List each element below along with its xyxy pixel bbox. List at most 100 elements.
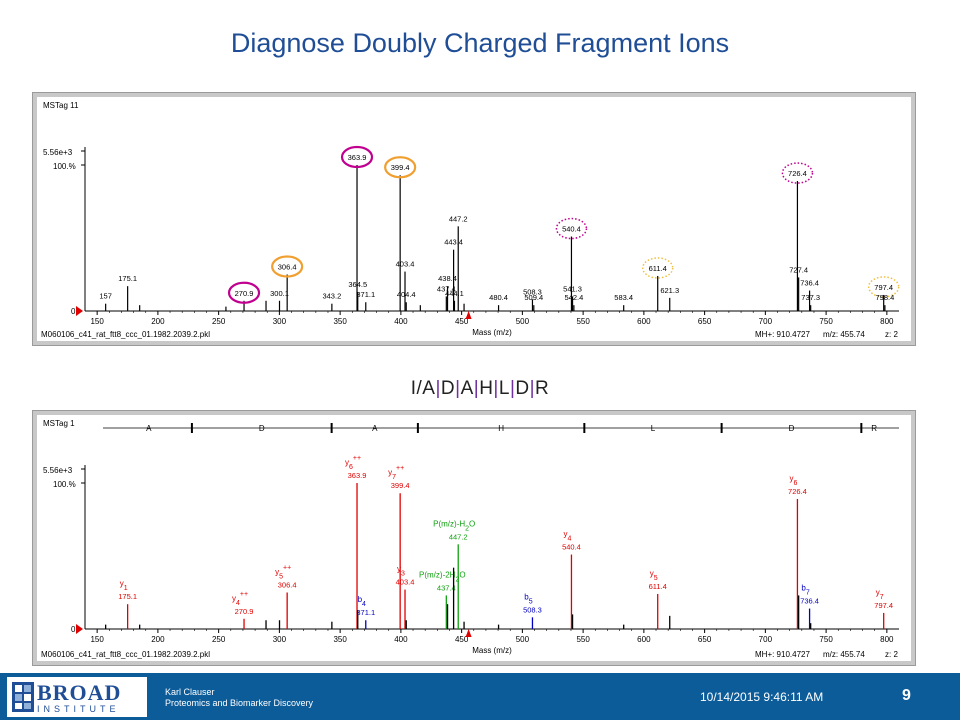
sequence-residue: R [535, 378, 550, 399]
peak-label: 727.4 [789, 265, 808, 274]
x-tick-label: 400 [394, 317, 408, 326]
x-tick-label: 200 [151, 317, 165, 326]
x-tick-label: 700 [759, 317, 773, 326]
sequence-separator: | [435, 378, 441, 399]
spectrum-panel-top: MSTag 11 5.56e+3 100.% 0 150 200 250 300 350 400 4… [32, 92, 916, 346]
mh-label: MH+: 910.4727 [755, 650, 810, 659]
peak-label: 306.4 [278, 263, 297, 272]
fragment-mass-label: 403.4 [396, 578, 415, 587]
x-tick-label: 500 [516, 317, 530, 326]
peak-label: 399.4 [391, 163, 410, 172]
ion-type: y [345, 458, 349, 467]
peak-label: 726.4 [788, 169, 807, 178]
peak-label: 443.4 [444, 238, 463, 247]
peak-label: 542.4 [564, 293, 583, 302]
slide-footer: BROAD INSTITUTE Karl Clauser Proteomics … [0, 673, 960, 720]
ion-index: 4 [362, 601, 366, 608]
fragment-ion-label: b4 [358, 595, 366, 608]
fragment-mass-label: 726.4 [788, 487, 807, 496]
fragment-ion-label: y6 [789, 474, 797, 487]
ion-index: 4 [568, 536, 572, 543]
ion-charge: ++ [283, 565, 291, 572]
peak-label: 300.1 [270, 289, 289, 298]
ion-type: y [232, 594, 236, 603]
fragment-ion-label: b5 [524, 592, 532, 605]
ion-type: y [120, 579, 124, 588]
mh-label: MH+: 910.4727 [755, 330, 810, 339]
fragment-ion-label: y7++ [388, 465, 404, 481]
peak-label: 364.5 [348, 280, 367, 289]
residue-label: A [372, 424, 378, 433]
fragment-ion-label: y1 [120, 579, 128, 592]
fragment-mass-label: 399.4 [391, 481, 410, 490]
x-tick-label: 300 [273, 317, 287, 326]
y-0-label: 0 [71, 307, 76, 316]
ion-type: y [275, 568, 279, 577]
panel-label: MSTag 1 [43, 419, 75, 428]
x-tick-label: 600 [637, 635, 651, 644]
x-axis-label: Mass (m/z) [472, 328, 512, 337]
peak-highlight-circle [555, 217, 588, 240]
fragment-mass-label: 797.4 [874, 601, 893, 610]
sequence-residue: A [460, 378, 474, 399]
fragment-mass-label: 306.4 [278, 581, 297, 590]
peak-label: 509.4 [524, 293, 543, 302]
fragment-ion-label: y5++ [275, 565, 291, 581]
file-label: M060106_c41_rat_ftt8_ccc_01.1982.2039.2.… [41, 330, 210, 339]
ion-type: y [564, 530, 568, 539]
x-tick-label: 500 [516, 635, 530, 644]
residue-label: A [146, 424, 152, 433]
x-tick-label: 400 [394, 635, 408, 644]
peak-label: 737.3 [801, 293, 820, 302]
sequence-residue: I/A [410, 378, 436, 399]
peak-highlight-circle [271, 255, 304, 278]
ion-type: y [388, 468, 392, 477]
sequence-separator: | [455, 378, 461, 399]
peak-highlight-circle [867, 276, 900, 298]
file-label: M060106_c41_rat_ftt8_ccc_01.1982.2039.2.… [41, 650, 210, 659]
x-tick-label: 650 [698, 635, 712, 644]
x-tick-label: 450 [455, 317, 469, 326]
logo-word: BROAD [37, 680, 122, 705]
x-tick-label: 350 [333, 635, 347, 644]
ion-charge: ++ [396, 465, 404, 472]
fragment-ion-label: P(m/z)-2H2O [419, 570, 466, 583]
peak-label: 270.9 [235, 289, 254, 298]
x-tick-label: 750 [819, 317, 833, 326]
ion-index: 7 [880, 594, 884, 601]
peak-highlight-circle [781, 162, 814, 184]
ion-type: b [801, 584, 806, 593]
residue-label: D [789, 424, 795, 433]
peak-highlight-circle [384, 156, 417, 179]
ion-type: P(m/z)-H [433, 519, 465, 528]
slide-title: Diagnose Doubly Charged Fragment Ions [230, 28, 730, 58]
zero-marker-icon [76, 624, 83, 634]
x-tick-label: 250 [212, 317, 226, 326]
fragment-ion-label: y4 [564, 530, 572, 543]
x-tick-label: 550 [576, 317, 590, 326]
author-block: Karl Clauser Proteomics and Biomarker Di… [165, 687, 313, 709]
page-number: 9 [902, 687, 911, 704]
fragment-ion-label: y6++ [345, 455, 361, 471]
residue-label: H [498, 424, 504, 433]
mz-label: m/z: 455.74 [823, 330, 865, 339]
ion-type: P(m/z)-2H [419, 570, 456, 579]
x-axis-label: Mass (m/z) [472, 646, 512, 655]
sequence-separator: | [493, 378, 499, 399]
ion-type: b [358, 595, 363, 604]
author-department: Proteomics and Biomarker Discovery [165, 698, 314, 708]
peak-label: 403.4 [396, 260, 415, 269]
y-max-label: 5.56e+3 [43, 148, 73, 157]
x-tick-label: 150 [90, 635, 104, 644]
fragment-mass-label: 363.9 [348, 471, 367, 480]
x-tick-label: 650 [698, 317, 712, 326]
y-0-label: 0 [71, 625, 76, 634]
residue-label: L [651, 424, 656, 433]
sequence-separator: | [473, 378, 480, 399]
ion-index: 2 [455, 576, 459, 583]
peak-label: 437.4 [437, 284, 456, 293]
ion-type: y [789, 474, 793, 483]
peak-label: 621.3 [660, 286, 679, 295]
peak-label: 480.4 [489, 293, 508, 302]
